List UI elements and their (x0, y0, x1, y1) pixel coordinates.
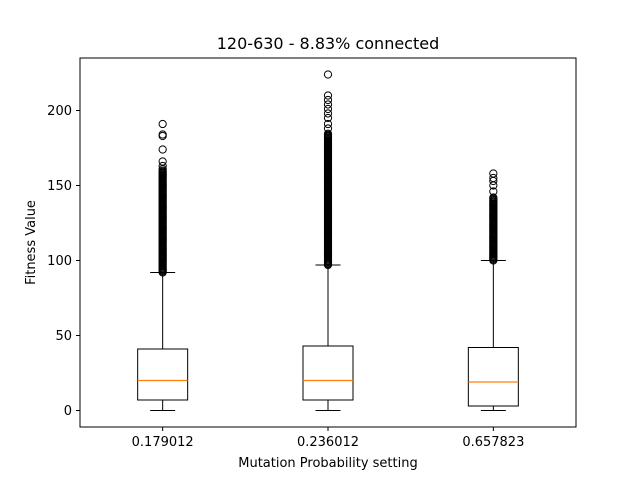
outlier-point (489, 193, 498, 202)
outlier-point (489, 169, 498, 178)
outlier-point (489, 173, 498, 183)
chart-title: 120-630 - 8.83% connected (217, 34, 440, 53)
outlier-point (323, 95, 333, 105)
outlier-point (323, 104, 333, 114)
iqr-box (137, 348, 189, 401)
outlier-point (158, 119, 167, 129)
outlier-point (323, 119, 333, 129)
y-tick-label: 50 (55, 329, 72, 344)
y-tick-label: 100 (47, 254, 72, 269)
outlier-point (323, 70, 333, 79)
outlier-point (158, 130, 167, 139)
y-axis: 0 50 100 150 200 (47, 104, 80, 419)
outlier-point (158, 145, 167, 154)
outlier-point (323, 129, 333, 138)
x-axis-label: Mutation Probability setting (238, 456, 417, 471)
outlier-point (323, 91, 333, 100)
x-axis: 0.179012 0.236012 0.657823 (132, 427, 524, 450)
plot-area (137, 70, 519, 411)
y-tick-label: 200 (47, 104, 72, 119)
outlier-point (323, 109, 333, 118)
box-group-0.657823 (467, 169, 519, 411)
x-tick-label: 0.657823 (462, 435, 524, 450)
box-group-0.236012 (302, 70, 354, 411)
outlier-point (323, 100, 333, 109)
x-tick-label: 0.236012 (297, 435, 359, 450)
iqr-box (302, 345, 354, 401)
outlier-point (158, 161, 167, 171)
outlier-point (158, 157, 167, 166)
x-tick-label: 0.179012 (132, 435, 194, 450)
box-group-0.179012 (137, 119, 189, 411)
y-tick-label: 150 (47, 179, 72, 194)
y-tick-label: 0 (64, 404, 72, 419)
outlier-point (323, 113, 333, 123)
outlier-point (323, 124, 333, 133)
y-axis-label: Fitness Value (24, 200, 39, 285)
iqr-box (467, 347, 519, 407)
outlier-point (489, 187, 498, 196)
